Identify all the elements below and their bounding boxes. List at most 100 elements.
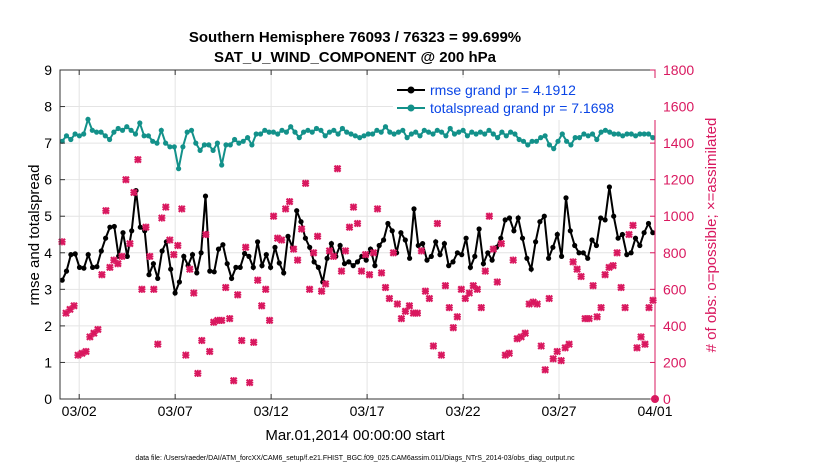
obs-count-marker — [269, 212, 278, 220]
totalspread-point — [607, 129, 613, 135]
rmse-point — [341, 261, 348, 267]
obs-count-marker — [489, 245, 498, 253]
totalspread-point — [180, 144, 186, 150]
obs-count-marker — [625, 230, 633, 239]
totalspread-point — [516, 136, 522, 143]
obs-count-marker — [537, 342, 545, 350]
totalspread-point — [585, 133, 591, 139]
obs-count-marker — [561, 344, 569, 352]
obs-count-marker — [633, 344, 641, 352]
rmse-point — [207, 268, 213, 274]
totalspread-point — [219, 162, 225, 168]
obs-count-marker — [573, 265, 581, 273]
obs-count-marker — [393, 300, 402, 308]
rmse-point — [598, 215, 604, 221]
rmse-point — [363, 257, 369, 263]
obs-count-marker — [557, 356, 565, 365]
y-tick-label-left: 0 — [44, 391, 52, 407]
rmse-point — [428, 253, 434, 259]
obs-count-marker — [249, 338, 258, 347]
obs-count-marker — [553, 347, 561, 356]
rmse-point — [515, 215, 521, 221]
totalspread-point — [460, 127, 466, 133]
obs-count-marker — [217, 316, 226, 325]
rmse-point — [446, 263, 452, 269]
totalspread-point — [232, 136, 238, 143]
obs-count-marker — [190, 289, 198, 297]
rmse-point — [237, 264, 243, 270]
rmse-point — [407, 255, 413, 261]
totalspread-point — [270, 129, 276, 135]
obs-count-marker — [577, 272, 585, 281]
rmse-point — [541, 213, 547, 219]
rmse-point — [124, 253, 130, 259]
rmse-point — [268, 264, 274, 270]
obs-count-marker — [130, 188, 138, 197]
totalspread-point — [163, 140, 169, 146]
obs-count-marker — [202, 230, 210, 239]
obs-count-marker — [82, 347, 90, 356]
obs-count-marker — [194, 369, 202, 378]
totalspread-point — [370, 131, 376, 137]
obs-count-marker — [429, 342, 438, 350]
rmse-point — [463, 235, 469, 241]
rmse-point — [229, 275, 235, 281]
totalspread-point — [546, 142, 553, 148]
rmse-point — [98, 248, 104, 254]
rmse-point — [433, 239, 439, 245]
totalspread-point — [451, 131, 458, 137]
rmse-point — [211, 269, 217, 275]
chart-subtitle: SAT_U_WIND_COMPONENT @ 200 hPa — [214, 49, 497, 66]
axes: 03/02 03/07 03/12 03/17 03/22 03/27 04/0101234… — [44, 62, 694, 419]
rmse-point — [111, 223, 117, 230]
totalspread-point — [76, 133, 82, 139]
obs-count-marker — [597, 303, 605, 312]
rmse-point — [298, 219, 304, 225]
obs-count-marker — [533, 300, 541, 308]
obs-count-marker — [253, 276, 262, 284]
rmse-point — [441, 241, 447, 247]
totalspread-point — [624, 131, 630, 137]
totalspread-point — [309, 129, 315, 135]
totalspread-point — [374, 127, 380, 133]
totalspread-point — [257, 131, 264, 137]
y-tick-label-right: 0 — [663, 391, 671, 407]
obs-count-marker — [229, 376, 238, 385]
rmse-point — [181, 253, 187, 259]
totalspread-point — [469, 129, 475, 135]
totalspread-point — [158, 127, 164, 133]
totalspread-point — [176, 166, 182, 172]
obs-count-marker — [241, 243, 250, 252]
totalspread-point — [331, 127, 337, 133]
totalspread-point — [594, 136, 600, 143]
totalspread-point — [184, 129, 190, 135]
obs-count-marker — [417, 247, 426, 255]
rmse-point — [129, 228, 135, 234]
totalspread-point — [611, 131, 617, 137]
totalspread-point — [551, 146, 557, 152]
y-tick-label-right: 800 — [663, 245, 687, 261]
y-tick-label-left: 2 — [44, 318, 52, 334]
totalspread-point — [430, 131, 436, 137]
rmse-point — [146, 272, 152, 278]
y-tick-label-left: 4 — [44, 245, 52, 261]
totalspread-point — [421, 127, 427, 133]
obs-count-marker — [170, 250, 178, 259]
obs-count-marker — [373, 205, 382, 213]
rmse-point — [85, 252, 91, 258]
totalspread-point — [581, 131, 587, 137]
totalspread-point — [245, 135, 251, 141]
obs-count-marker — [497, 239, 506, 248]
rmse-point — [554, 231, 560, 238]
obs-count-marker — [150, 285, 158, 294]
obs-count-marker — [509, 256, 517, 264]
y-axis-label-left: rmse and totalspread — [26, 165, 43, 306]
totalspread-point — [464, 133, 470, 139]
obs-count-marker — [261, 285, 270, 294]
obs-count-marker — [629, 221, 637, 230]
totalspread-point — [210, 147, 216, 153]
x-tick-label: 03/12 — [254, 403, 289, 419]
obs-count-marker — [377, 269, 386, 277]
obs-count-marker — [277, 236, 286, 244]
